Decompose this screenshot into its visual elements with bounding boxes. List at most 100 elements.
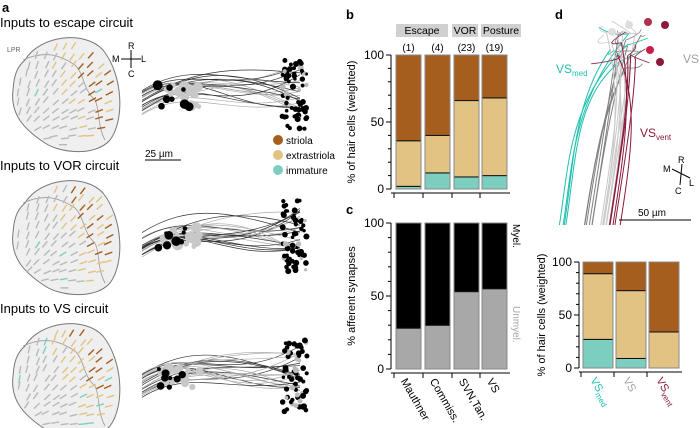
bar-outline [453,222,480,370]
hair-cell-arrow [41,240,48,248]
hair-cell-arrow [32,384,39,393]
hair-cell-arrow [45,195,50,204]
bar-segment-unmyel [424,324,451,370]
soma-black [178,371,186,379]
hair-cell-arrow [78,251,87,257]
hair-cell-arrow [96,203,104,210]
vs-tracings [558,18,669,226]
hair-cell-arrow [52,232,60,240]
vs-dendrite [627,44,637,57]
vs-soma [646,46,654,54]
vs-axon [602,30,623,226]
hair-cell-arrow [86,222,94,229]
hair-cell-arrow [69,108,77,114]
scale-bar-d: 50 µm [619,208,691,221]
terminal [285,353,291,360]
svg-text:R: R [128,41,135,51]
hair-cell-arrow [68,242,76,249]
terminal [301,337,308,344]
vs-dendrite [611,31,627,45]
category-label: Commiss. [427,377,462,425]
terminal [287,374,292,379]
vs-soma [656,58,664,66]
utricle-map [12,37,121,153]
hair-cell-arrow [69,127,78,131]
vs-dendrite [626,63,643,69]
hair-cell-arrow [43,249,51,257]
terminal [295,375,300,381]
hair-cell-arrow [95,367,103,373]
hair-cell-arrow [34,98,41,106]
hair-cell-arrow [78,240,87,246]
hair-cell-arrow [26,203,30,212]
vs-axon [600,59,618,226]
hair-cell-arrow [104,223,113,230]
title-vor: Inputs to VOR circuit [0,158,120,173]
hair-cell-arrow [69,80,76,87]
hair-cell-arrow [25,364,29,374]
bar-segment-extrastriola [424,134,451,174]
hair-cell-arrow [51,107,60,114]
hair-cell-arrow [60,356,67,364]
vs-soma [644,18,652,26]
hair-cell-arrow [69,413,78,417]
terminal [294,392,300,398]
hair-cell-arrow [54,329,59,338]
hair-cell-arrow [33,373,38,382]
hair-cell-arrow [97,375,106,381]
hair-cell-arrow [69,53,75,61]
svg-text:25 µm: 25 µm [145,149,173,160]
hair-cell-arrow [87,51,94,59]
terminal [294,231,299,236]
hair-cell-arrow [79,383,87,389]
hair-cell-arrow [87,109,96,114]
hair-cell-arrow [86,249,95,254]
afferent-axon [141,230,301,248]
terminal [304,72,309,76]
terminal [290,258,295,264]
vs-dendrite [615,31,628,47]
hair-cell-arrow [105,90,114,96]
terminal [300,365,307,371]
hair-cell-arrow [43,136,52,140]
hair-cell-arrow [77,232,85,239]
hair-cell-arrow [96,269,105,273]
legend-immature-dot [273,165,283,175]
hair-cell-arrow [62,184,68,193]
hair-cell-arrow [42,96,49,104]
terminal [295,112,300,117]
group-vor: VOR [454,25,477,37]
hair-cell-arrow [88,366,96,373]
legend-unmyel: Unmyel. [510,306,521,343]
hair-cell-arrow [42,88,49,96]
terminal [299,345,304,350]
category-label: (4) [431,43,443,54]
category-label: (23) [458,43,476,54]
hair-cell-arrow [61,204,68,212]
terminal [297,101,304,107]
terminal [281,213,286,218]
category-label: VSmed [586,376,613,409]
afferent-axon [141,215,301,248]
vs-axon [558,43,629,226]
vs-dendrite [591,54,620,65]
hair-cell-arrow [62,373,69,381]
hair-cell-arrow [59,403,68,408]
hair-cell-arrow [78,366,86,373]
bar-outline [481,54,508,190]
hair-cell-arrow [104,376,113,382]
bar-outline [615,261,647,369]
hair-cell-arrow [97,241,106,247]
hair-cell-arrow [68,329,75,337]
hair-cell-arrow [96,412,105,416]
hair-cell-arrow [87,90,96,96]
terminal [291,264,296,269]
hair-cell-arrow [34,230,40,239]
hair-cell-arrow [77,63,84,70]
soma-black [158,102,165,110]
terminal [291,73,297,79]
hair-cell-arrow [25,231,30,240]
terminal [293,403,299,408]
hair-cell-arrow [42,258,50,265]
hair-cell-arrow [49,134,58,138]
